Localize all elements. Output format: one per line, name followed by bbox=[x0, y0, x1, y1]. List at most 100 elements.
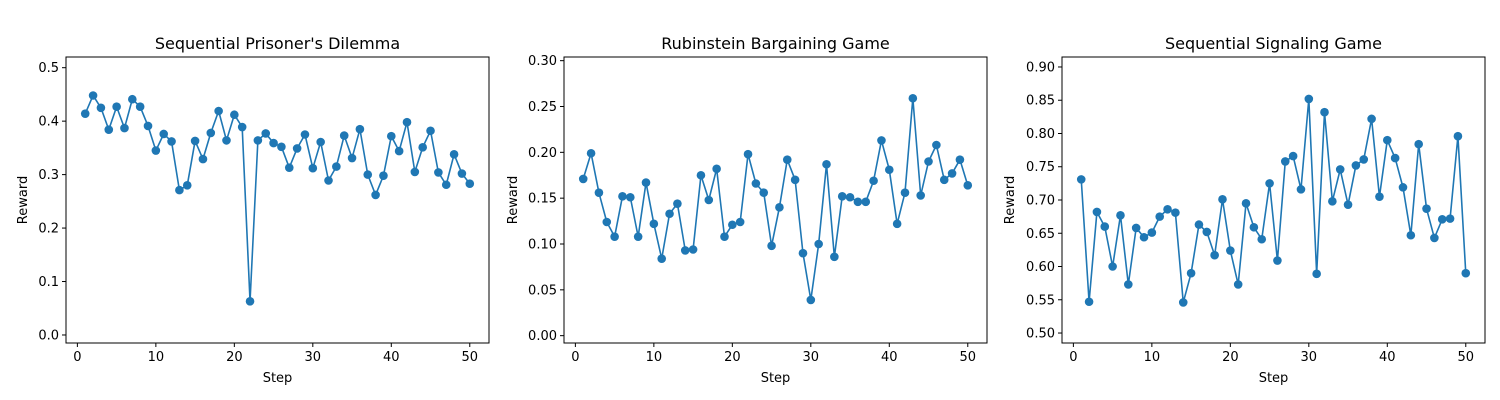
data-point bbox=[680, 246, 690, 255]
x-tick-label: 50 bbox=[461, 350, 478, 365]
data-point bbox=[1406, 230, 1416, 240]
data-point bbox=[1131, 223, 1141, 233]
y-tick-label: 0.3 bbox=[38, 168, 59, 183]
x-tick-label: 20 bbox=[724, 350, 741, 365]
plot-frame bbox=[563, 56, 988, 344]
data-point bbox=[586, 148, 596, 158]
data-point bbox=[1445, 214, 1455, 223]
data-point bbox=[1092, 207, 1102, 217]
data-point bbox=[790, 175, 800, 185]
data-point bbox=[418, 143, 427, 152]
data-point bbox=[175, 185, 184, 195]
data-point bbox=[1414, 139, 1423, 149]
y-tick-label: 0.65 bbox=[1026, 227, 1055, 242]
data-point bbox=[782, 155, 792, 164]
data-point bbox=[449, 149, 459, 159]
data-point bbox=[339, 131, 349, 140]
data-point bbox=[206, 128, 216, 138]
data-series bbox=[1076, 94, 1471, 307]
data-point bbox=[300, 130, 310, 139]
data-point bbox=[324, 176, 333, 185]
data-point bbox=[1155, 212, 1165, 221]
plot-frame bbox=[65, 56, 490, 344]
data-point bbox=[892, 219, 902, 229]
y-tick-label: 0.25 bbox=[528, 100, 557, 115]
data-point bbox=[939, 175, 949, 185]
data-point bbox=[237, 122, 247, 132]
data-point bbox=[900, 188, 910, 197]
data-point bbox=[88, 91, 98, 100]
data-point bbox=[402, 117, 412, 127]
data-point bbox=[767, 241, 776, 251]
data-point bbox=[775, 203, 784, 212]
axis-ticks: 0 10 20 30 40 50 0.50 0.55 0.60 0.65 0.70 0.75 0.80 0… bbox=[1026, 60, 1474, 365]
data-point bbox=[1116, 211, 1125, 220]
data-point bbox=[371, 190, 380, 200]
data-point bbox=[861, 197, 871, 207]
data-point bbox=[1210, 250, 1219, 260]
y-tick-label: 0.00 bbox=[528, 329, 557, 344]
data-point bbox=[1335, 165, 1345, 174]
data-point bbox=[120, 123, 129, 133]
data-point bbox=[649, 219, 659, 229]
data-point bbox=[230, 110, 239, 120]
data-point bbox=[355, 124, 365, 134]
x-tick-label: 10 bbox=[646, 350, 663, 365]
x-tick-label: 50 bbox=[959, 350, 976, 365]
data-point bbox=[712, 164, 721, 174]
y-axis-label: Reward bbox=[506, 176, 521, 224]
data-point bbox=[955, 155, 965, 164]
y-tick-label: 0.1 bbox=[38, 275, 59, 290]
data-point bbox=[830, 252, 839, 262]
data-point bbox=[1320, 107, 1329, 117]
data-point bbox=[743, 149, 753, 159]
data-point bbox=[410, 167, 420, 177]
data-point bbox=[245, 297, 255, 306]
data-point bbox=[869, 176, 878, 186]
data-point bbox=[1288, 151, 1298, 161]
y-tick-label: 0.30 bbox=[528, 54, 557, 69]
data-point bbox=[80, 109, 90, 118]
data-point bbox=[1453, 131, 1463, 141]
data-point bbox=[1139, 232, 1149, 242]
data-point bbox=[112, 102, 121, 112]
x-axis-label: Step bbox=[761, 371, 791, 386]
data-point bbox=[1304, 94, 1314, 104]
data-point bbox=[673, 199, 682, 208]
data-point bbox=[128, 94, 137, 104]
data-series bbox=[80, 91, 475, 306]
data-point bbox=[1178, 298, 1188, 307]
data-point bbox=[1328, 197, 1337, 206]
data-point bbox=[104, 125, 114, 134]
data-point bbox=[1084, 297, 1094, 307]
data-point bbox=[198, 154, 208, 164]
data-point bbox=[814, 239, 823, 249]
x-tick-label: 30 bbox=[305, 350, 322, 365]
data-point bbox=[1382, 135, 1392, 145]
data-point bbox=[1273, 256, 1282, 265]
data-point bbox=[465, 179, 475, 188]
data-point bbox=[253, 136, 263, 145]
data-series bbox=[578, 93, 973, 305]
data-point bbox=[1257, 234, 1267, 244]
data-point bbox=[1147, 228, 1157, 237]
chart-panel-sequential-signaling: Sequential Signaling Game Step Reward 0 1… bbox=[1003, 34, 1486, 386]
data-point bbox=[363, 170, 373, 179]
data-point bbox=[261, 129, 271, 138]
data-point bbox=[1430, 233, 1439, 243]
series-line bbox=[582, 97, 969, 301]
series-line bbox=[84, 94, 471, 303]
data-point bbox=[916, 191, 925, 200]
y-tick-label: 0.0 bbox=[38, 328, 59, 343]
data-point bbox=[143, 121, 153, 131]
y-axis-label: Reward bbox=[1003, 176, 1018, 224]
data-point bbox=[594, 188, 604, 197]
y-tick-label: 0.70 bbox=[1026, 194, 1055, 209]
data-point bbox=[457, 169, 467, 178]
data-point bbox=[641, 178, 651, 187]
x-tick-label: 30 bbox=[1301, 350, 1318, 365]
x-tick-label: 40 bbox=[1379, 350, 1396, 365]
data-point bbox=[751, 179, 761, 188]
data-point bbox=[214, 106, 223, 116]
